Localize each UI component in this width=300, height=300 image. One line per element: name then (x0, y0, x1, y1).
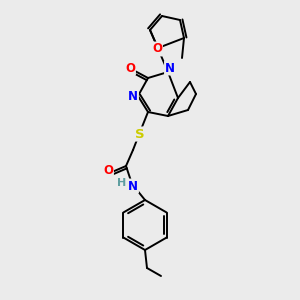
Text: N: N (128, 89, 138, 103)
Text: O: O (125, 61, 135, 74)
Text: H: H (117, 178, 127, 188)
Text: S: S (135, 128, 145, 140)
Text: N: N (165, 61, 175, 74)
Text: O: O (152, 43, 162, 56)
Text: N: N (128, 179, 138, 193)
Text: O: O (103, 164, 113, 176)
